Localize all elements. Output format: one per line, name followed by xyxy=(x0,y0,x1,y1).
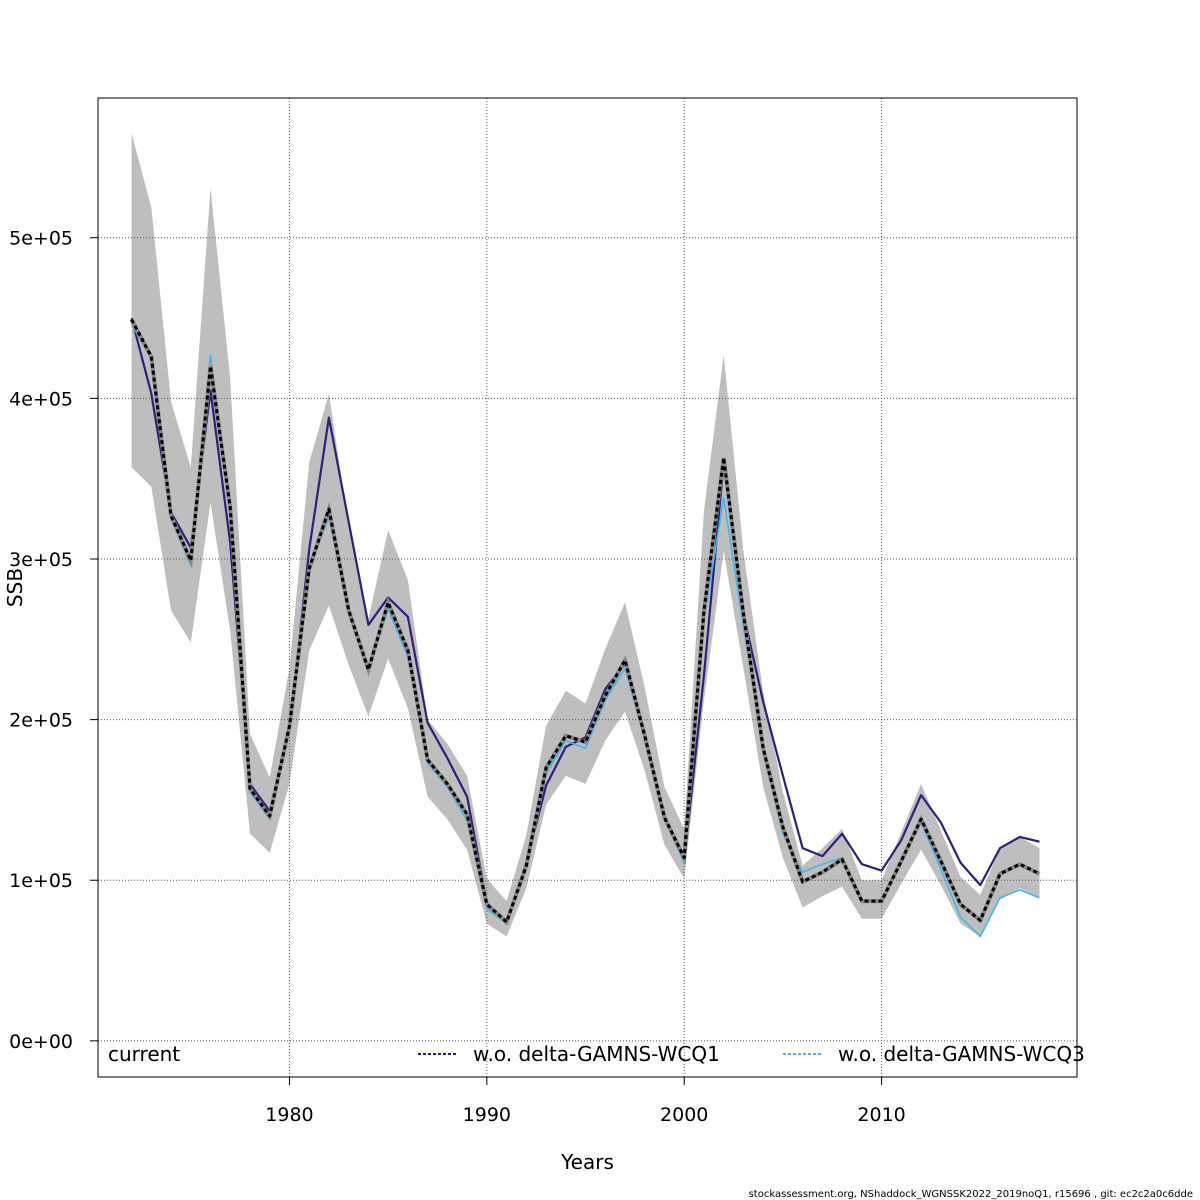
y-axis-title: SSB xyxy=(3,568,27,607)
series-line-current xyxy=(130,318,1041,924)
y-tick-label: 5e+05 xyxy=(9,228,73,250)
confidence-band xyxy=(131,133,1040,937)
series-layer xyxy=(129,317,1041,938)
x-tick-label: 2000 xyxy=(660,1104,708,1126)
y-tick-label: 3e+05 xyxy=(9,549,73,571)
y-axis: 0e+00 1e+05 2e+05 3e+05 4e+05 5e+05 xyxy=(9,228,98,1053)
x-axis: 1980 1990 2000 2010 xyxy=(265,1077,906,1126)
y-tick-label: 0e+00 xyxy=(9,1031,73,1053)
confidence-band-layer xyxy=(131,133,1040,937)
x-axis-title: Years xyxy=(560,1150,614,1174)
legend-label-current: current xyxy=(108,1042,180,1066)
legend-label: w.o. delta-GAMNS-WCQ3 xyxy=(838,1042,1085,1066)
x-tick-label: 1990 xyxy=(463,1104,511,1126)
grid-layer xyxy=(98,98,1077,1077)
y-tick-label: 2e+05 xyxy=(9,710,73,732)
footer-note: stockassessment.org, NShaddock_WGNSSK202… xyxy=(749,1189,1193,1200)
plot-frame xyxy=(97,97,1078,1078)
x-tick-label: 1980 xyxy=(265,1104,313,1126)
x-tick-label: 2010 xyxy=(857,1104,905,1126)
y-tick-label: 4e+05 xyxy=(9,388,73,410)
y-tick-label: 1e+05 xyxy=(9,870,73,892)
legend-label: w.o. delta-GAMNS-WCQ1 xyxy=(473,1042,720,1066)
legend: current w.o. delta-GAMNS-WCQ1 w.o. delta-G… xyxy=(108,1042,1085,1066)
